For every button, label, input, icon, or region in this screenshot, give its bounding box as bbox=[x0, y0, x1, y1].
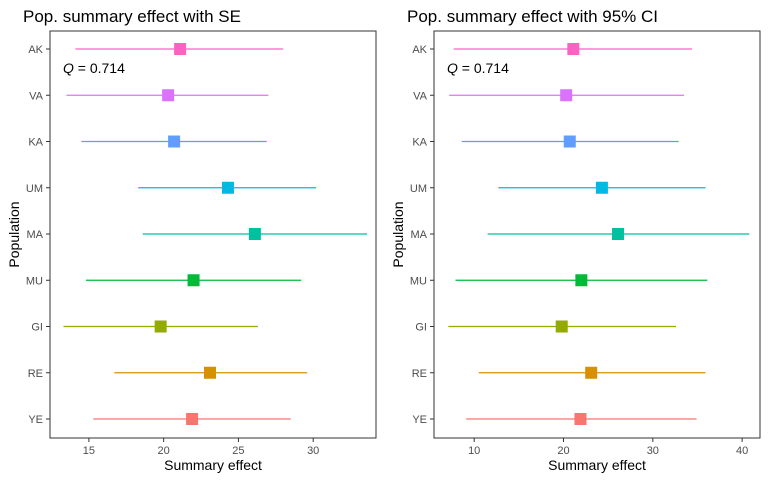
point-gi bbox=[555, 320, 568, 333]
x-tick-label: 30 bbox=[647, 445, 659, 457]
y-axis-title: Population bbox=[390, 201, 406, 267]
y-tick-label: AK bbox=[28, 44, 43, 56]
x-axis-title: Summary effect bbox=[164, 457, 262, 473]
point-gi bbox=[154, 320, 167, 333]
x-tick-label: 40 bbox=[736, 445, 748, 457]
y-tick-label: YE bbox=[28, 414, 43, 426]
y-tick-label: RE bbox=[28, 368, 43, 380]
y-tick-label: MU bbox=[26, 275, 43, 287]
q-value: = 0.714 bbox=[74, 60, 125, 76]
point-ka bbox=[168, 135, 181, 148]
forest-plot-ci: Pop. summary effect with 95% CI AK VA KA UM M… bbox=[390, 7, 761, 473]
x-tick-label: 20 bbox=[557, 445, 569, 457]
y-tick-label: KA bbox=[28, 137, 43, 149]
point-mu bbox=[575, 274, 588, 287]
x-tick-label: 30 bbox=[307, 445, 319, 457]
y-tick-label: GI bbox=[31, 322, 43, 334]
y-tick-label: UM bbox=[410, 183, 427, 195]
point-um bbox=[221, 181, 234, 194]
point-ma bbox=[611, 228, 624, 240]
chart-title: Pop. summary effect with 95% CI bbox=[407, 7, 658, 26]
y-tick-label: VA bbox=[413, 90, 428, 102]
y-tick-label: RE bbox=[412, 368, 427, 380]
q-annotation: Q = 0.714 bbox=[63, 60, 125, 76]
y-axis-title: Population bbox=[6, 201, 22, 267]
q-value: = 0.714 bbox=[458, 60, 509, 76]
chart-title: Pop. summary effect with SE bbox=[23, 7, 241, 26]
point-va bbox=[162, 89, 175, 102]
point-ye bbox=[186, 413, 199, 425]
point-ak bbox=[174, 43, 187, 55]
x-tick-label: 20 bbox=[158, 445, 170, 457]
q-symbol: Q bbox=[63, 60, 74, 76]
y-tick-label: AK bbox=[412, 44, 427, 56]
x-axis-title: Summary effect bbox=[548, 457, 646, 473]
y-tick-label: MA bbox=[27, 229, 44, 241]
point-ma bbox=[248, 228, 261, 240]
point-re bbox=[204, 366, 217, 379]
y-tick-label: MU bbox=[410, 275, 427, 287]
y-tick-label: UM bbox=[26, 183, 43, 195]
forest-plot-ci-panel: Pop. summary effect with 95% CI AK VA KA UM M… bbox=[384, 0, 768, 480]
y-tick-label: YE bbox=[412, 414, 427, 426]
forest-plot-se-panel: Pop. summary effect with SE AK VA KA UM MA MU G… bbox=[6, 7, 377, 473]
point-mu bbox=[187, 274, 200, 287]
x-tick-label: 15 bbox=[83, 445, 95, 457]
point-ye bbox=[574, 413, 587, 425]
point-um bbox=[595, 181, 608, 194]
x-tick-label: 10 bbox=[468, 445, 480, 457]
q-symbol: Q bbox=[447, 60, 458, 76]
y-tick-label: VA bbox=[29, 90, 44, 102]
y-tick-label: GI bbox=[415, 322, 427, 334]
point-ka bbox=[563, 135, 576, 148]
point-re bbox=[585, 366, 598, 379]
forest-plot-se: Pop. summary effect with SE AK VA KA UM MA MU G… bbox=[6, 7, 377, 473]
y-tick-label: MA bbox=[411, 229, 428, 241]
x-tick-label: 25 bbox=[232, 445, 244, 457]
q-annotation: Q = 0.714 bbox=[447, 60, 509, 76]
point-va bbox=[560, 89, 573, 102]
y-tick-label: KA bbox=[412, 137, 427, 149]
point-ak bbox=[567, 43, 580, 55]
